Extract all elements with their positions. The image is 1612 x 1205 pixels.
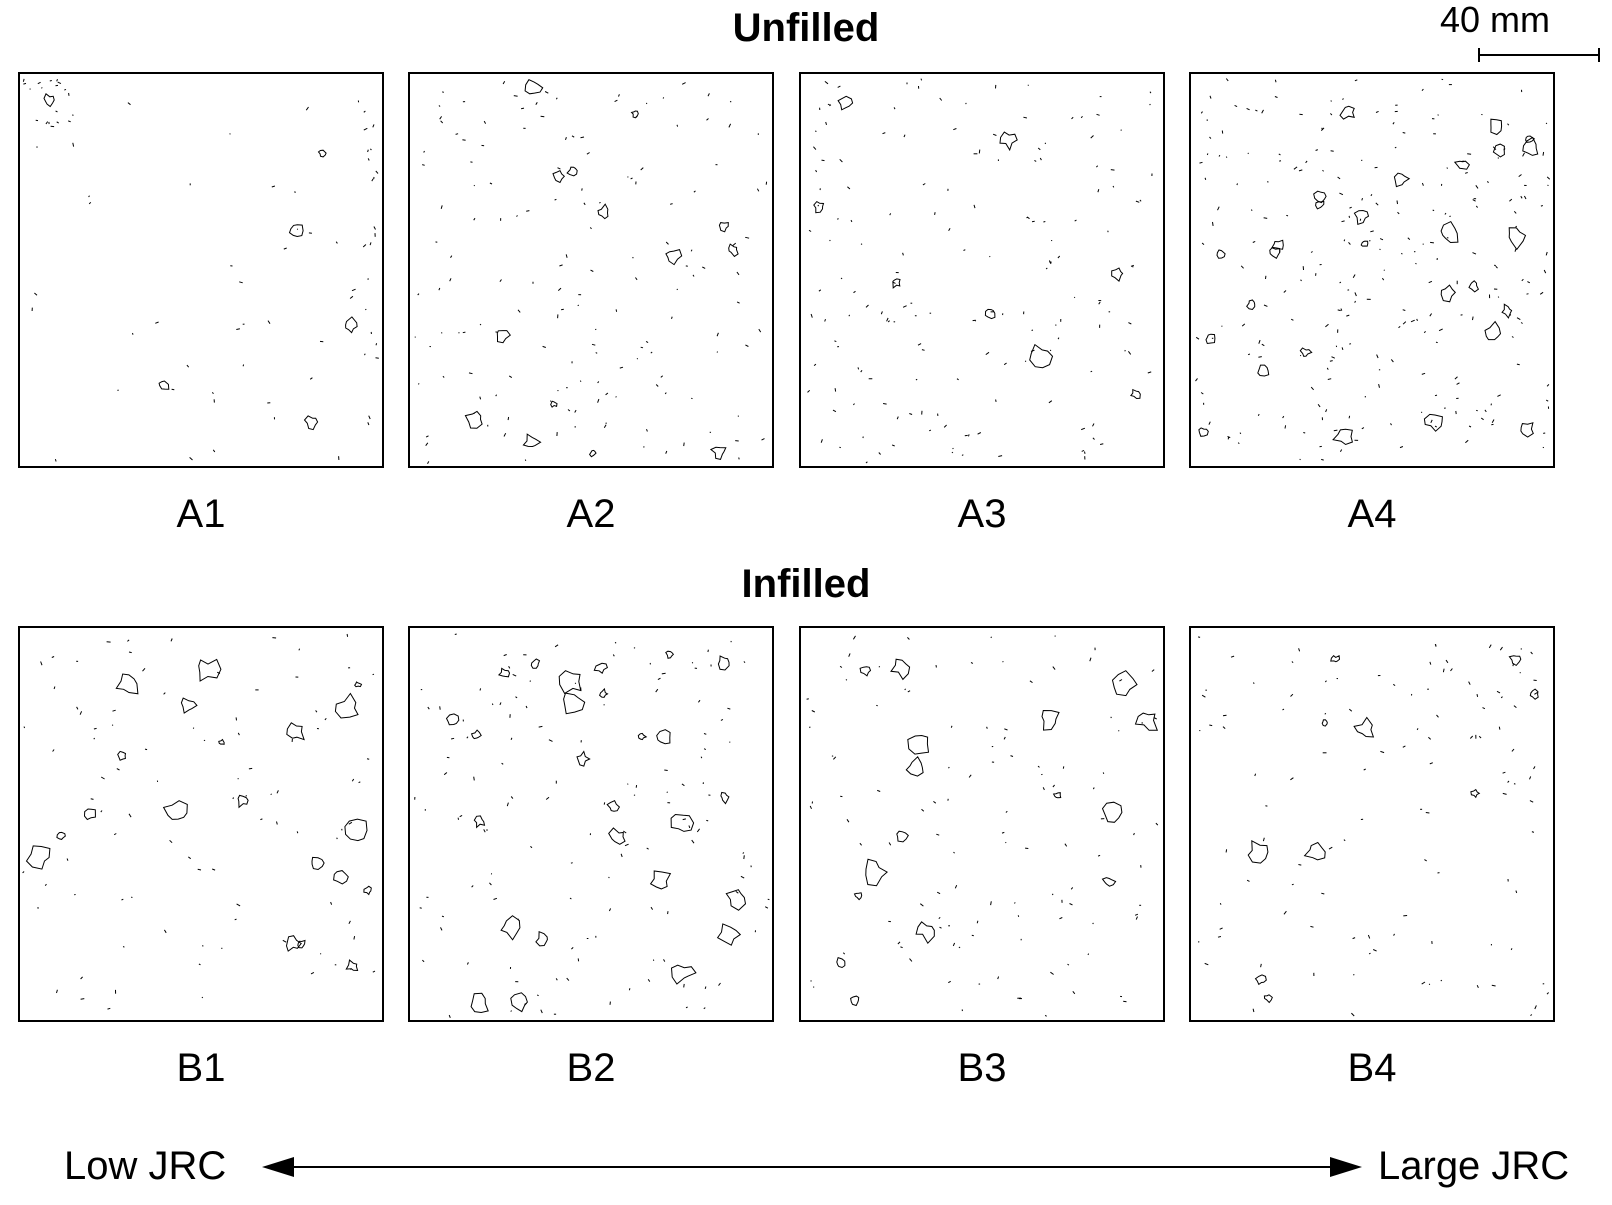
panel-label-a2: A2 <box>566 492 616 536</box>
crack-pattern <box>807 78 1153 464</box>
crack-pattern <box>414 633 770 1018</box>
panel-label-b3: B3 <box>957 1046 1007 1090</box>
crack-map-b1 <box>22 633 376 1010</box>
low-jrc-label: Low JRC <box>64 1144 227 1188</box>
crack-map-a1 <box>22 78 379 462</box>
crack-map-a3 <box>807 78 1153 464</box>
crack-map-b4 <box>1197 636 1549 1017</box>
crack-pattern <box>22 633 376 1010</box>
crack-pattern <box>806 635 1159 1017</box>
panel-label-a4: A4 <box>1347 492 1397 536</box>
panel-b1 <box>18 626 384 1022</box>
panel-label-b2: B2 <box>566 1046 616 1090</box>
crack-map-a4 <box>1195 78 1551 461</box>
large-jrc-label: Large JRC <box>1378 1144 1570 1188</box>
panel-a3 <box>799 72 1165 468</box>
panel-b3 <box>799 626 1165 1022</box>
crack-pattern <box>22 78 379 462</box>
crack-pattern <box>1197 636 1549 1017</box>
panel-label-b4: B4 <box>1347 1046 1397 1090</box>
panel-b2 <box>408 626 774 1022</box>
panel-b4 <box>1189 626 1555 1022</box>
scale-bar-label: 40 mm <box>1440 0 1551 40</box>
panel-a1 <box>18 72 384 468</box>
unfilled-title: Unfilled <box>732 6 880 50</box>
crack-map-b2 <box>414 633 770 1018</box>
jrc-double-arrow <box>262 1157 1362 1177</box>
crack-pattern <box>414 79 768 465</box>
crack-map-b3 <box>806 635 1159 1017</box>
crack-pattern <box>1195 78 1551 461</box>
crack-map-a2 <box>414 79 768 465</box>
infilled-title: Infilled <box>741 562 871 606</box>
panel-label-a3: A3 <box>957 492 1007 536</box>
panel-label-b1: B1 <box>176 1046 226 1090</box>
panel-a4 <box>1189 72 1555 468</box>
panel-a2 <box>408 72 774 468</box>
panel-label-a1: A1 <box>176 492 226 536</box>
scale-bar <box>1478 48 1600 62</box>
